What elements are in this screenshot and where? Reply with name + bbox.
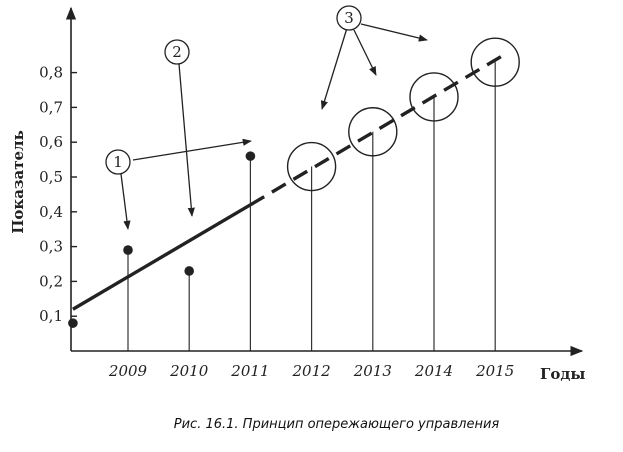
- trend-line-dashed: [249, 52, 507, 207]
- y-tick-label: 0,5: [39, 168, 63, 186]
- callout-1-arrow-2009: [120, 173, 131, 230]
- callout-2-arrow-trend: [178, 63, 195, 217]
- callout-2-label: 2: [172, 43, 182, 61]
- figure-caption: Рис. 16.1. Принцип опережающего управлен…: [173, 417, 500, 432]
- y-tick-label: 0,3: [39, 238, 63, 256]
- trend-line-solid: [72, 203, 252, 311]
- y-axis-label: Показатель: [9, 130, 27, 234]
- x-tick-label: 2009: [108, 362, 148, 380]
- x-tick-label: 2015: [475, 362, 514, 380]
- x-tick-label: 2011: [230, 362, 269, 380]
- x-tick-label: 2013: [353, 362, 392, 380]
- x-tick-label: 2012: [292, 362, 331, 380]
- x-tick-label: 2010: [169, 362, 209, 380]
- callout-3-arrow-2013: [353, 29, 377, 76]
- callout-1-label: 1: [113, 153, 123, 171]
- y-tick-label: 0,4: [39, 203, 63, 221]
- callout-1-circle: [105, 149, 131, 175]
- callout-3-arrow-2012: [320, 27, 348, 110]
- actual-data-point: [184, 266, 194, 276]
- actual-data-point: [245, 151, 256, 161]
- x-tick-label: 2014: [414, 362, 453, 380]
- callout-3-arrow-2014: [360, 23, 428, 42]
- y-tick-label: 0,2: [39, 272, 63, 290]
- callout-2-circle: [164, 39, 190, 65]
- forecast-circle: [286, 141, 337, 192]
- actual-data-point: [123, 245, 133, 255]
- forecast-circle: [348, 107, 398, 157]
- y-tick-label: 0,8: [39, 64, 63, 82]
- forecast-circle: [470, 37, 520, 87]
- x-axis-label: Годы: [540, 365, 585, 383]
- callout-3-label: 3: [344, 9, 354, 27]
- callout-3-circle: [336, 5, 362, 31]
- callout-1-arrow-2011: [132, 138, 252, 161]
- forecast-circle: [409, 72, 459, 122]
- y-tick-label: 0,1: [39, 307, 63, 325]
- y-tick-label: 0,7: [39, 98, 63, 116]
- actual-data-point: [68, 318, 78, 328]
- y-tick-label: 0,6: [39, 133, 63, 151]
